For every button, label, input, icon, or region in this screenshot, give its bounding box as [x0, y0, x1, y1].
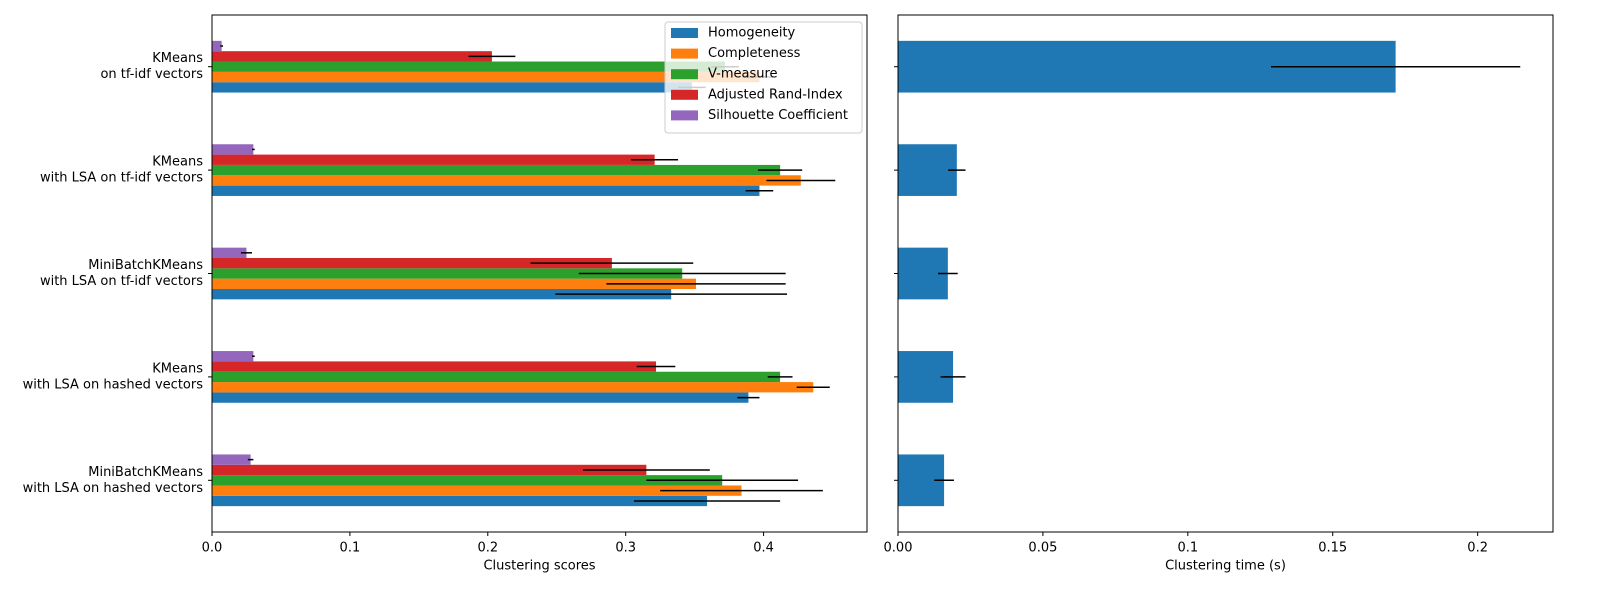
bar — [212, 371, 781, 383]
bar — [212, 351, 254, 362]
legend-label: Homogeneity — [708, 26, 796, 41]
legend-swatch — [671, 89, 698, 100]
x-tick-label: 0.1 — [1177, 541, 1198, 556]
y-tick-label: on tf-idf vectors — [100, 67, 203, 82]
x-tick-label: 0.0 — [202, 541, 223, 556]
bar — [212, 71, 760, 83]
legend-swatch — [671, 48, 698, 59]
bar — [212, 82, 692, 93]
bar — [212, 154, 655, 165]
bar — [212, 144, 254, 155]
legend-label: Completeness — [708, 46, 801, 61]
x-tick-label: 0.05 — [1028, 541, 1057, 556]
bar — [212, 257, 612, 269]
axes-frame — [211, 14, 868, 533]
bar — [212, 392, 749, 403]
x-tick-label: 0.2 — [1467, 541, 1488, 556]
x-tick-label: 0.15 — [1318, 541, 1347, 556]
y-tick-label: with LSA on tf-idf vectors — [40, 171, 203, 186]
axes-frame — [897, 14, 1554, 533]
y-tick-label: KMeans — [152, 155, 203, 170]
bar — [212, 268, 683, 279]
bar — [212, 185, 760, 196]
legend-swatch — [671, 28, 698, 38]
bar — [212, 361, 657, 372]
y-tick-label: with LSA on tf-idf vectors — [40, 274, 203, 289]
y-tick-label: with LSA on hashed vectors — [23, 377, 204, 392]
bar — [898, 144, 957, 196]
legend-label: V-measure — [708, 67, 778, 82]
y-tick-label: MiniBatchKMeans — [88, 258, 203, 273]
bar — [212, 382, 814, 393]
x-tick-label: 0.4 — [753, 541, 774, 556]
bar — [212, 175, 801, 186]
x-tick-label: 0.1 — [340, 541, 361, 556]
y-tick-label: MiniBatchKMeans — [88, 465, 203, 480]
bar — [212, 61, 725, 72]
bar — [212, 454, 251, 465]
x-tick-label: 0.3 — [615, 541, 636, 556]
x-axis-label: Clustering scores — [483, 559, 595, 574]
legend-label: Silhouette Coefficient — [708, 108, 848, 123]
bar — [212, 164, 781, 176]
legend-swatch — [671, 69, 698, 80]
y-tick-label: with LSA on hashed vectors — [23, 481, 204, 496]
x-tick-label: 0.00 — [884, 541, 913, 556]
bar — [212, 495, 708, 507]
bar — [212, 464, 647, 476]
bar — [212, 247, 247, 258]
y-tick-label: KMeans — [152, 361, 203, 376]
bar — [212, 51, 492, 62]
legend-box — [664, 21, 863, 134]
bar — [212, 40, 222, 52]
legend-label: Adjusted Rand-Index — [708, 87, 843, 102]
x-tick-label: 0.2 — [477, 541, 498, 556]
y-tick-label: KMeans — [152, 51, 203, 66]
bar — [212, 289, 672, 300]
bar — [212, 278, 697, 290]
legend-swatch — [671, 110, 698, 121]
bar — [212, 475, 723, 486]
bar — [212, 485, 742, 496]
x-axis-label: Clustering time (s) — [1165, 559, 1286, 574]
